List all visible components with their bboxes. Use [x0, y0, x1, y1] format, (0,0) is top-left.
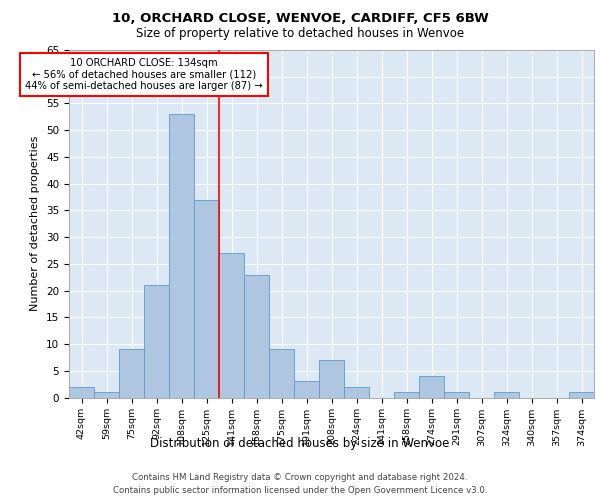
Bar: [244, 274, 269, 398]
Bar: [144, 285, 169, 398]
Bar: [119, 350, 144, 398]
Text: Distribution of detached houses by size in Wenvoe: Distribution of detached houses by size …: [151, 438, 449, 450]
Text: Contains public sector information licensed under the Open Government Licence v3: Contains public sector information licen…: [113, 486, 487, 495]
Bar: [319, 360, 344, 398]
Bar: [94, 392, 119, 398]
Bar: [494, 392, 519, 398]
Bar: [169, 114, 194, 398]
Text: Contains HM Land Registry data © Crown copyright and database right 2024.: Contains HM Land Registry data © Crown c…: [132, 472, 468, 482]
Bar: [419, 376, 444, 398]
Bar: [444, 392, 469, 398]
Text: 10 ORCHARD CLOSE: 134sqm
← 56% of detached houses are smaller (112)
44% of semi-: 10 ORCHARD CLOSE: 134sqm ← 56% of detach…: [25, 58, 263, 91]
Y-axis label: Number of detached properties: Number of detached properties: [31, 136, 40, 312]
Bar: [394, 392, 419, 398]
Bar: [569, 392, 594, 398]
Bar: [219, 253, 244, 398]
Bar: [194, 200, 219, 398]
Bar: [294, 382, 319, 398]
Text: 10, ORCHARD CLOSE, WENVOE, CARDIFF, CF5 6BW: 10, ORCHARD CLOSE, WENVOE, CARDIFF, CF5 …: [112, 12, 488, 26]
Bar: [344, 387, 369, 398]
Bar: [269, 350, 294, 398]
Bar: [69, 387, 94, 398]
Text: Size of property relative to detached houses in Wenvoe: Size of property relative to detached ho…: [136, 28, 464, 40]
